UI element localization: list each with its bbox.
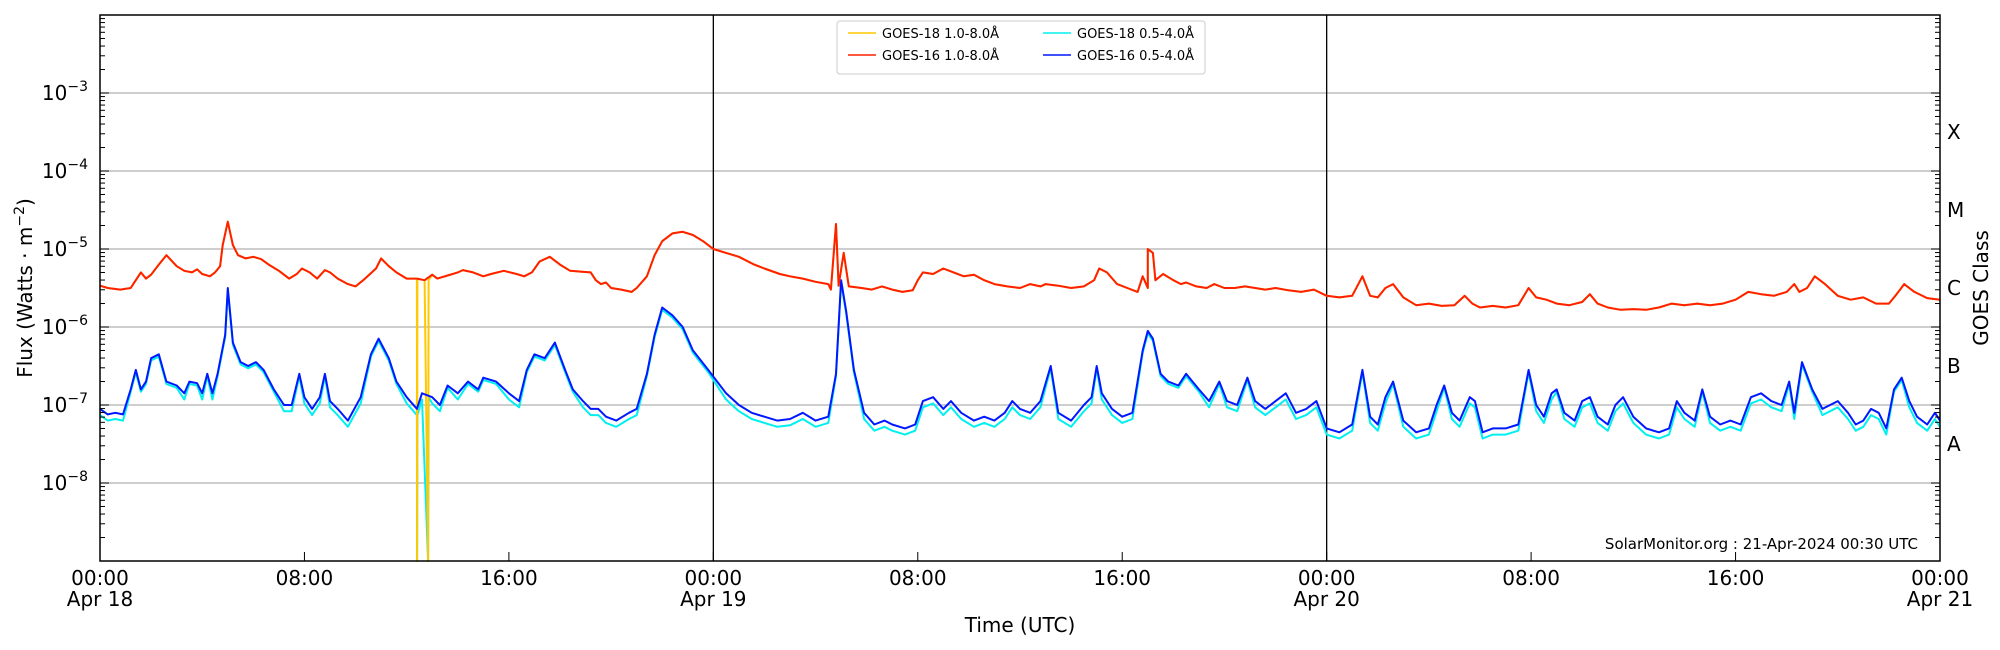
left-y-axis: 10−3 10−4 10−5 10−6 10−7 10−8	[42, 14, 109, 562]
x-tick-time: 16:00	[1093, 566, 1151, 590]
legend-box	[836, 20, 1206, 75]
x-tick-time: 00:00	[71, 566, 129, 590]
right-y-axis: X M C B A	[1931, 14, 1964, 562]
y-tick-label: 10−6	[42, 313, 88, 339]
y-axis-title: Flux (Watts · m−2)	[12, 198, 37, 378]
goes-class-label: M	[1947, 198, 1964, 222]
legend: GOES-18 1.0-8.0Å GOES-16 1.0-8.0Å GOES-18 …	[836, 20, 1206, 75]
y-tick-label: 10−4	[42, 157, 88, 183]
legend-label: GOES-16 1.0-8.0Å	[882, 48, 999, 64]
x-tick-time: 16:00	[480, 566, 538, 590]
x-tick-time: 00:00	[1911, 566, 1969, 590]
legend-label: GOES-18 1.0-8.0Å	[882, 26, 999, 42]
x-tick-time: 08:00	[276, 566, 334, 590]
y-tick-label: 10−7	[42, 391, 88, 417]
series-goes16-long	[99, 220, 1941, 311]
day-divider-lines	[712, 15, 1328, 561]
y-tick-label: 10−5	[42, 235, 88, 261]
x-tick-date: Apr 20	[1293, 587, 1359, 611]
x-tick-date: Apr 19	[680, 587, 746, 611]
series-goes16-short	[99, 279, 1941, 434]
y-tick-label: 10−8	[42, 469, 88, 495]
x-tick-date: Apr 21	[1907, 587, 1973, 611]
series-goes18-long	[99, 220, 1941, 562]
x-tick-time: 00:00	[1298, 566, 1356, 590]
right-y-axis-title: GOES Class	[1969, 230, 1993, 346]
legend-label: GOES-16 0.5-4.0Å	[1077, 48, 1194, 64]
plot-frame	[99, 14, 1941, 562]
legend-label: GOES-18 0.5-4.0Å	[1077, 26, 1194, 42]
series-goes18-short	[99, 281, 1941, 562]
goes-class-label: A	[1947, 432, 1961, 456]
x-tick-time: 08:00	[889, 566, 947, 590]
x-tick-time: 00:00	[685, 566, 743, 590]
goes-class-label: B	[1947, 354, 1961, 378]
flux-series	[99, 220, 1941, 562]
goes-class-label: X	[1947, 120, 1961, 144]
x-axis-title: Time (UTC)	[964, 613, 1076, 637]
watermark-text: SolarMonitor.org : 21-Apr-2024 00:30 UTC	[1605, 535, 1918, 553]
goes-class-label: C	[1947, 276, 1961, 300]
x-tick-date: Apr 18	[67, 587, 133, 611]
y-gridlines	[100, 92, 1940, 484]
y-tick-label: 10−3	[42, 79, 88, 105]
x-tick-time: 16:00	[1707, 566, 1765, 590]
x-tick-time: 08:00	[1502, 566, 1560, 590]
